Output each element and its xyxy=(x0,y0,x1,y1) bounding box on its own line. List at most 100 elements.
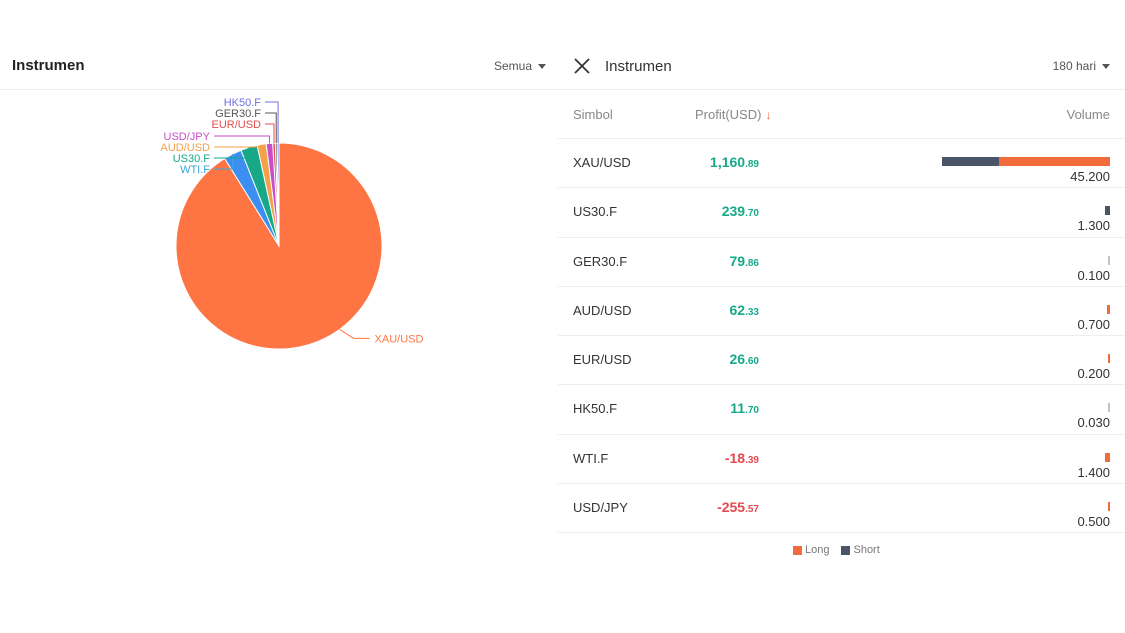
pie-label-line xyxy=(214,147,250,159)
row-profit-decimal: .86 xyxy=(745,257,759,269)
sort-down-icon: ↓ xyxy=(765,107,772,122)
row-volume-bar xyxy=(1107,304,1110,314)
row-volume: 1.300 xyxy=(1077,218,1110,234)
row-volume-bar xyxy=(1108,403,1110,413)
caret-down-icon xyxy=(538,63,546,69)
row-profit: -18.39 xyxy=(683,450,759,466)
pie-label-line xyxy=(265,123,275,144)
row-profit-decimal: .57 xyxy=(745,504,759,516)
row-volume-bar xyxy=(1108,502,1110,512)
row-profit-integer: 11 xyxy=(730,400,746,417)
column-header-symbol: Simbol xyxy=(573,107,613,122)
row-profit: 1,160.89 xyxy=(683,154,759,170)
column-header-profit-label: Profit(USD) xyxy=(695,107,762,122)
pie-label: AUD/USD xyxy=(160,142,210,154)
pie-label-line xyxy=(214,154,234,170)
column-header-profit[interactable]: Profit(USD) ↓ xyxy=(695,107,771,122)
instrument-table-panel: Instrumen 180 hari Simbol Profit(USD) ↓ … xyxy=(558,0,1125,633)
row-symbol: AUD/USD xyxy=(573,302,632,318)
period-dropdown[interactable]: 180 hari xyxy=(1053,59,1110,73)
volume-bar-short xyxy=(1105,206,1110,216)
row-profit-integer: -255 xyxy=(717,499,746,516)
volume-bar-long xyxy=(1108,502,1110,512)
row-symbol: US30.F xyxy=(573,204,618,220)
row-profit: 11.70 xyxy=(683,400,759,416)
row-volume-bar xyxy=(1108,354,1110,364)
legend-swatch-long xyxy=(793,545,802,555)
row-symbol: USD/JPY xyxy=(573,500,628,516)
row-profit: 79.86 xyxy=(683,253,759,269)
volume-bar-short xyxy=(1108,255,1110,265)
row-profit-integer: -18 xyxy=(724,449,746,466)
row-volume: 1.400 xyxy=(1077,464,1110,480)
row-volume: 0.100 xyxy=(1077,267,1110,283)
volume-bar-short xyxy=(942,157,999,166)
filter-label: Semua xyxy=(493,59,532,73)
row-profit: 26.60 xyxy=(683,351,759,367)
table-row[interactable]: EUR/USD 26.60 0.200 xyxy=(558,336,1125,386)
row-profit-decimal: .89 xyxy=(745,159,759,170)
column-header-volume: Volume xyxy=(1066,107,1110,122)
divider xyxy=(558,89,1125,90)
legend-item-short[interactable]: Short xyxy=(841,544,880,556)
row-profit-integer: 79 xyxy=(729,252,746,269)
table-header: Simbol Profit(USD) ↓ Volume xyxy=(558,90,1125,139)
pie-label: WTI.F xyxy=(180,164,210,176)
panel-title: Instrumen xyxy=(12,57,85,74)
table-row[interactable]: US30.F 239.70 1.300 xyxy=(558,188,1125,238)
volume-bar-short xyxy=(1108,403,1110,413)
row-symbol: WTI.F xyxy=(573,450,609,466)
close-icon[interactable] xyxy=(573,57,591,75)
row-profit-decimal: .70 xyxy=(745,405,759,417)
legend-swatch-short xyxy=(841,545,851,555)
row-profit-decimal: .33 xyxy=(745,306,759,318)
pie-label: EUR/USD xyxy=(211,119,261,131)
row-volume: 0.500 xyxy=(1077,514,1110,530)
row-profit-integer: 26 xyxy=(729,351,746,368)
row-profit: 62.33 xyxy=(683,302,759,318)
row-profit: 239.70 xyxy=(683,203,759,219)
instrument-pie-chart: XAU/USD WTI.FUS30.FAUD/USDUSD/JPYEUR/USDG… xyxy=(160,97,424,350)
table-row[interactable]: XAU/USD 1,160.89 45.200 xyxy=(558,139,1125,189)
volume-bar-long xyxy=(1104,452,1110,462)
row-volume: 0.030 xyxy=(1077,415,1110,431)
pie-label-line xyxy=(214,135,270,144)
row-profit-decimal: .70 xyxy=(745,208,759,220)
row-volume-bar xyxy=(1105,206,1110,216)
row-profit-decimal: .39 xyxy=(745,454,759,466)
row-profit-integer: 1,160 xyxy=(710,154,746,170)
legend-label-short: Short xyxy=(853,544,880,556)
table-row[interactable]: AUD/USD 62.33 0.700 xyxy=(558,287,1125,337)
period-label: 180 hari xyxy=(1052,59,1096,73)
legend-item-long[interactable]: Long xyxy=(793,544,829,556)
volume-bar-long xyxy=(998,157,1110,166)
row-volume: 0.700 xyxy=(1077,316,1110,332)
volume-bar-long xyxy=(1107,304,1110,314)
pie-label: XAU/USD xyxy=(375,333,424,345)
row-profit: -255.57 xyxy=(683,499,759,515)
pie-label-line xyxy=(265,112,277,144)
table-row[interactable]: GER30.F 79.86 0.100 xyxy=(558,238,1125,287)
row-volume-bar xyxy=(1108,255,1110,265)
pie-slice[interactable] xyxy=(276,142,280,247)
pie-label: US30.F xyxy=(173,153,211,165)
pie-label: GER30.F xyxy=(215,108,261,120)
pie-label-line xyxy=(265,101,279,144)
row-symbol: EUR/USD xyxy=(573,352,632,368)
table-row[interactable]: HK50.F 11.70 0.030 xyxy=(558,385,1125,435)
pie-label: HK50.F xyxy=(224,97,262,109)
volume-bar-long xyxy=(1108,354,1110,364)
table-row[interactable]: USD/JPY -255.57 0.500 xyxy=(558,484,1125,534)
panel-title: Instrumen xyxy=(605,58,672,75)
instrument-table-body: XAU/USD 1,160.89 45.200 US30.F 239.70 1.300 GE… xyxy=(558,139,1125,534)
divider xyxy=(0,89,558,90)
row-symbol: GER30.F xyxy=(573,253,628,269)
table-row[interactable]: WTI.F -18.39 1.400 xyxy=(558,435,1125,485)
instrument-pie-panel: Instrumen Semua XAU/USD WTI.F US30.F AUD/US… xyxy=(0,0,558,633)
pie-label-line xyxy=(339,328,370,339)
pie-label-line xyxy=(214,144,263,148)
filter-dropdown[interactable]: Semua xyxy=(494,59,546,73)
row-volume-bar xyxy=(1104,452,1110,462)
pie-label: USD/JPY xyxy=(164,131,211,143)
row-symbol: HK50.F xyxy=(573,401,618,417)
